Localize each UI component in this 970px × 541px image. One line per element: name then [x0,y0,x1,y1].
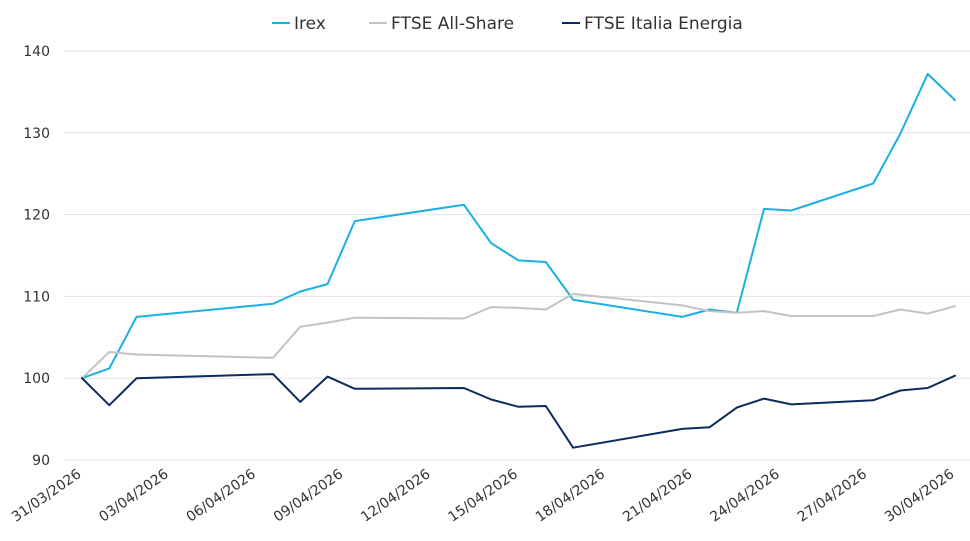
legend: Irex FTSE All-Share FTSE Italia Energia [272,14,743,34]
x-tick-label: 15/04/2026 [446,466,521,525]
x-tick-label: 06/04/2026 [184,466,259,525]
y-tick-label: 120 [23,208,50,224]
legend-label: FTSE All-Share [391,14,514,34]
series-line-ftse-italia-energia [81,373,956,449]
legend-label: FTSE Italia Energia [584,14,743,34]
y-tick-label: 110 [23,289,50,305]
legend-label: Irex [294,14,326,34]
x-tick-label: 12/04/2026 [358,466,433,525]
y-tick-label: 90 [32,453,50,469]
series-line-ftse-all-share [81,292,956,380]
y-axis: 90 100 110 120 130 140 [23,44,50,469]
x-tick-label: 31/03/2026 [9,466,84,525]
x-tick-label: 21/04/2026 [620,466,695,525]
x-tick-label: 30/04/2026 [882,466,957,525]
y-tick-label: 100 [23,371,50,387]
x-axis: 31/03/2026 03/04/2026 06/04/2026 09/04/2026… [9,466,957,525]
x-tick-label: 24/04/2026 [707,466,782,525]
gridlines [64,50,970,461]
y-tick-label: 130 [23,126,50,142]
x-tick-label: 03/04/2026 [96,466,171,525]
series-line-irex [81,72,956,380]
x-tick-label: 27/04/2026 [795,466,870,525]
series-lines [81,72,956,449]
x-tick-label: 09/04/2026 [271,466,346,525]
x-tick-label: 18/04/2026 [533,466,608,525]
y-tick-label: 140 [23,44,50,60]
